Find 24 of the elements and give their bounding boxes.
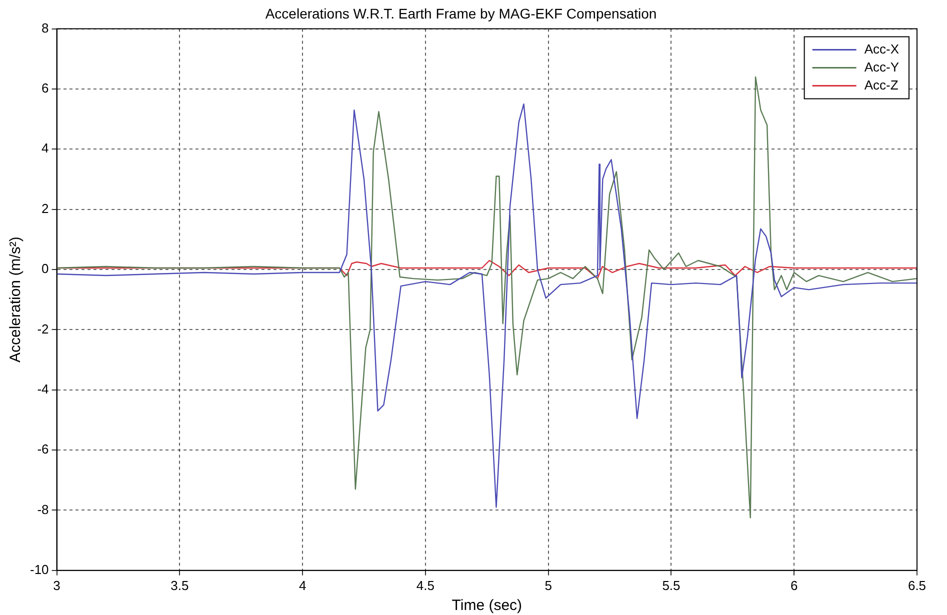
- x-tick-label: 5: [544, 578, 552, 593]
- y-tick-label: -8: [37, 502, 49, 517]
- y-tick-label: -2: [37, 321, 49, 336]
- x-tick-label: 5.5: [662, 578, 680, 593]
- x-axis-title: Time (sec): [452, 597, 522, 614]
- legend-label: Acc-X: [864, 41, 900, 56]
- x-tick-label: 6.5: [908, 578, 926, 593]
- x-tick-label: 4.5: [416, 578, 434, 593]
- y-tick-label: 6: [42, 80, 49, 96]
- y-tick-label: 8: [42, 20, 49, 36]
- legend-label: Acc-Z: [864, 77, 898, 92]
- y-axis-title: Acceleration (m/s²): [7, 236, 24, 363]
- x-tick-label: 4: [298, 578, 306, 593]
- y-tick-label: 0: [42, 261, 49, 276]
- y-tick-label: -4: [37, 381, 49, 396]
- y-tick-label: -10: [30, 562, 49, 577]
- x-tick-label: 6: [790, 578, 798, 593]
- y-tick-label: -6: [37, 442, 49, 457]
- x-tick-label: 3: [53, 578, 60, 593]
- x-tick-label: 3.5: [170, 578, 189, 593]
- y-tick-label: 2: [42, 200, 49, 216]
- legend-label: Acc-Y: [864, 59, 900, 74]
- chart-title: Accelerations W.R.T. Earth Frame by MAG-EKF Compensation: [265, 5, 657, 22]
- y-tick-label: 4: [42, 140, 49, 156]
